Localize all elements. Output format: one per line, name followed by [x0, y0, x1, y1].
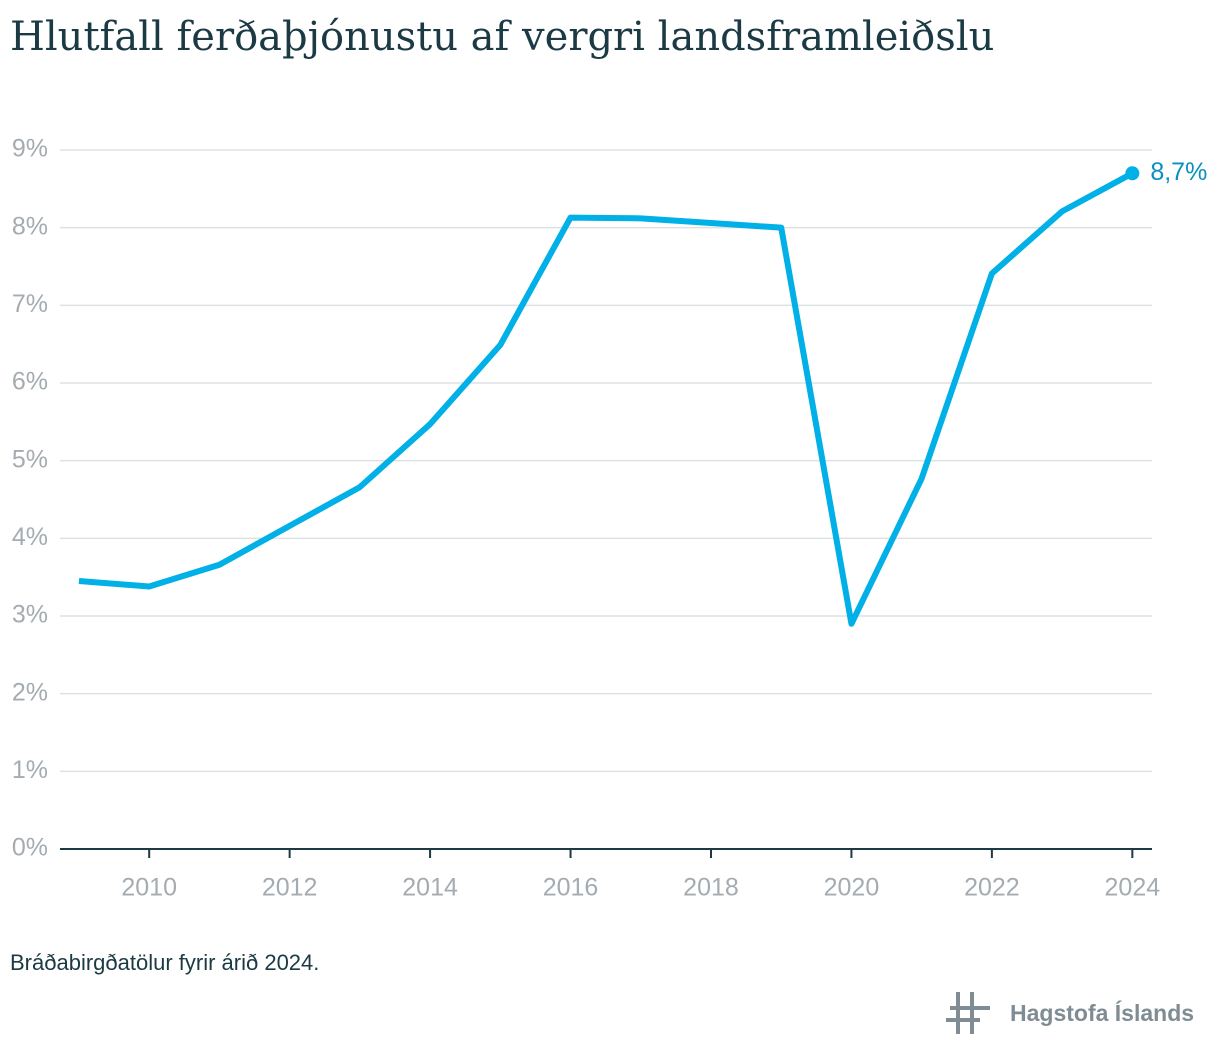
x-tick-label: 2020: [824, 874, 880, 902]
logo-icon: [946, 992, 990, 1034]
y-tick-label: 6%: [12, 368, 48, 396]
end-point: [1125, 166, 1140, 181]
x-tick-label: 2018: [683, 874, 739, 902]
x-tick-label: 2022: [964, 874, 1020, 902]
source-logo: Hagstofa Íslands: [1010, 999, 1194, 1026]
y-tick-label: 3%: [12, 601, 48, 629]
footnote: Bráðabirgðatölur fyrir árið 2024.: [10, 950, 319, 975]
y-tick-label: 7%: [12, 290, 48, 318]
y-tick-label: 0%: [12, 834, 48, 862]
y-tick-label: 9%: [12, 135, 48, 163]
y-tick-label: 5%: [12, 445, 48, 473]
x-tick-label: 2012: [262, 874, 318, 902]
y-tick-label: 2%: [12, 678, 48, 706]
y-tick-label: 4%: [12, 523, 48, 551]
x-tick-label: 2016: [543, 874, 599, 902]
line: [78, 170, 1134, 627]
x-tick-label: 2010: [121, 874, 177, 902]
chart-title: Hlutfall ferðaþjónustu af vergri landsfr…: [10, 14, 994, 60]
value-label: 8,7%: [1150, 158, 1207, 186]
x-tick-label: 2024: [1105, 874, 1161, 902]
y-tick-label: 8%: [12, 212, 48, 240]
y-tick-label: 1%: [12, 756, 48, 784]
x-tick-label: 2014: [402, 874, 458, 902]
